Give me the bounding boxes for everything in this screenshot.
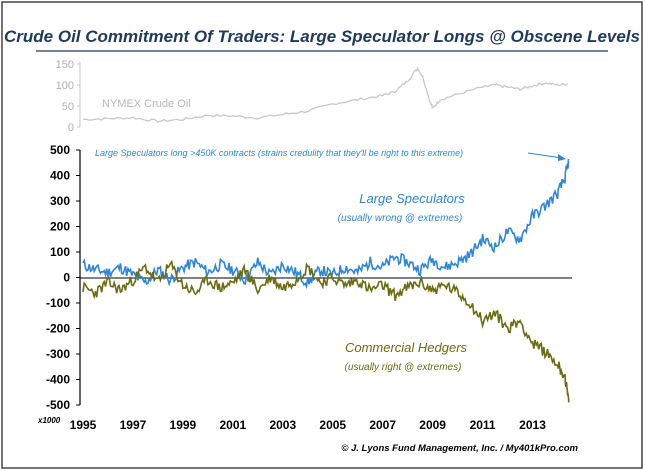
crude-oil-line: [82, 66, 568, 123]
crude-oil-panel: 0 50 100 150 NYMEX Crude Oil: [56, 59, 568, 134]
cot-y-tick-3: 200: [50, 220, 70, 234]
annotation-arrowhead: [558, 154, 566, 161]
hedgers-note: (usually right @ extremes): [345, 362, 462, 373]
crude-y-tick-0: 0: [68, 122, 74, 134]
cot-x-tick-5: 2005: [319, 418, 346, 432]
crude-y-tick-3: 150: [56, 59, 74, 71]
cot-x-tick-7: 2009: [419, 418, 446, 432]
cot-y-tick-1: 400: [50, 169, 70, 183]
cot-y-tick-10: -500: [46, 398, 70, 412]
cot-panel: 500 400 300 200 100 0 -100 -200 -300 -400 -500 199…: [37, 143, 572, 432]
cot-y-tick-9: -400: [46, 373, 70, 387]
crude-y-tick-1: 50: [62, 101, 74, 113]
cot-x-tick-8: 2011: [470, 418, 496, 432]
cot-y-tick-5: 0: [63, 271, 70, 285]
cot-y-tick-8: -300: [46, 347, 70, 361]
cot-x-tick-6: 2007: [369, 418, 396, 432]
hedgers-label: Commercial Hedgers: [345, 340, 468, 355]
cot-x-ticks: 1995 1997 1999 2001 2003 2005 2007 2009 2011 2013: [70, 418, 547, 432]
cot-y-tick-7: -200: [46, 322, 70, 336]
cot-x-tick-2: 1999: [170, 418, 197, 432]
hedgers-line: [82, 259, 570, 403]
cot-x-tick-1: 1997: [120, 418, 147, 432]
crude-series-label: NYMEX Crude Oil: [102, 98, 191, 110]
cot-y-tick-0: 500: [50, 143, 70, 157]
cot-x-tick-3: 2001: [219, 418, 246, 432]
cot-y-ticks: 500 400 300 200 100 0 -100 -200 -300 -400 -500: [46, 143, 80, 412]
cot-y-tick-6: -100: [46, 296, 70, 310]
annotation-arrow-line: [527, 152, 563, 159]
chart-title: Crude Oil Commitment Of Traders: Large S…: [4, 27, 640, 46]
cot-y-tick-4: 100: [50, 245, 70, 259]
cot-x-tick-4: 2003: [269, 418, 296, 432]
speculators-label: Large Speculators: [359, 191, 465, 206]
speculators-note: (usually wrong @ extremes): [338, 213, 463, 224]
extreme-annotation: Large Speculators long >450K contracts (…: [95, 148, 463, 158]
cot-x-tick-9: 2013: [519, 418, 546, 432]
crude-y-ticks: 0 50 100 150: [56, 59, 80, 134]
cot-x-tick-0: 1995: [70, 418, 97, 432]
crude-y-tick-2: 100: [56, 80, 74, 92]
footer-credit: © J. Lyons Fund Management, Inc. / My401…: [341, 443, 578, 454]
unit-label: x1000: [37, 416, 61, 425]
cot-y-tick-2: 300: [50, 194, 70, 208]
